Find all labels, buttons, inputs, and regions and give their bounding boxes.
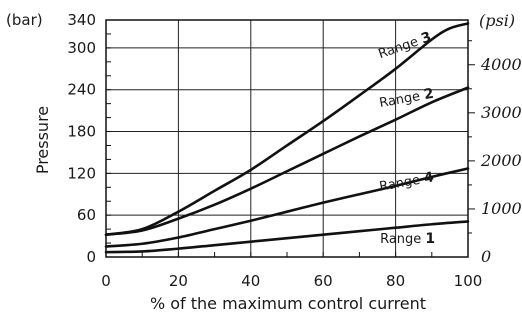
x-tick-label: 100 — [454, 272, 483, 290]
series-line-range-1 — [104, 220, 470, 254]
series-line-range-4 — [104, 167, 470, 248]
series-label-range-3: Range 3 — [376, 29, 433, 62]
x-tick-label: 80 — [386, 272, 405, 290]
plot-frame — [105, 19, 469, 258]
x-tick-labels: 0 20 40 60 80 100 — [101, 272, 482, 290]
right-unit-label: (psi) — [479, 11, 515, 30]
series-line-range-2 — [104, 86, 470, 236]
x-tick-label: 40 — [241, 272, 260, 290]
psi-tick-label: 1000 — [481, 199, 522, 218]
psi-tick-label: 0 — [481, 247, 491, 266]
x-axis-title: % of the maximum control current — [150, 294, 426, 313]
y-tick-labels: 0 60 120 180 240 300 340 — [67, 11, 96, 266]
x-tick-label: 20 — [169, 272, 188, 290]
y-tick-label: 300 — [67, 39, 96, 57]
y-tick-label: 60 — [77, 206, 96, 224]
x-tick-label: 60 — [314, 272, 333, 290]
psi-tick-label: 3000 — [481, 103, 522, 122]
y-tick-label: 340 — [67, 11, 96, 29]
psi-tick-label: 2000 — [480, 151, 522, 170]
left-unit-label: (bar) — [6, 11, 43, 29]
series-label-range-1: Range 1 — [380, 231, 435, 247]
grid — [106, 20, 475, 257]
series-line-range-3 — [104, 22, 470, 236]
y-tick-label: 120 — [67, 164, 96, 182]
y-tick-label: 0 — [86, 248, 96, 266]
x-tick-label: 0 — [101, 272, 111, 290]
y-tick-label: 240 — [67, 81, 96, 99]
psi-tick-labels: 0 1000 2000 3000 4000 — [480, 55, 522, 266]
y-axis-title: Pressure — [33, 106, 52, 174]
psi-tick-label: 4000 — [480, 55, 522, 74]
series-group — [104, 22, 470, 254]
y-tick-label: 180 — [67, 123, 96, 141]
